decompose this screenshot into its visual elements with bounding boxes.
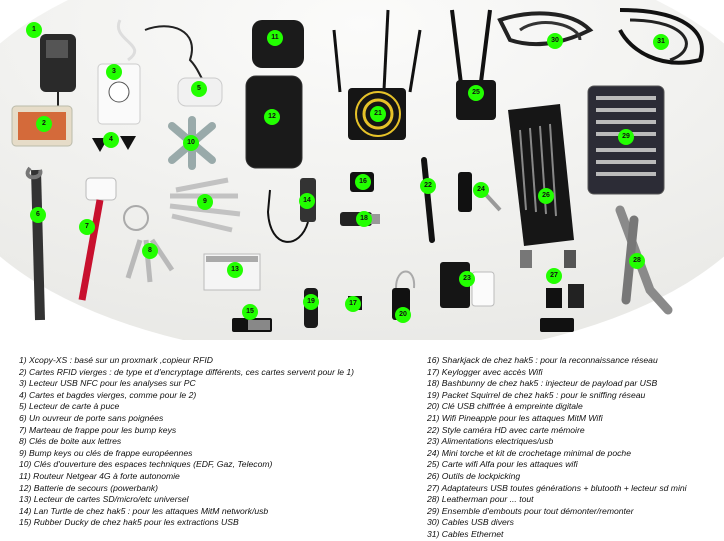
item-marker-5: 5	[191, 81, 207, 97]
legend-item: 14) Lan Turtle de chez hak5 : pour les a…	[19, 505, 269, 516]
item-marker-3: 3	[106, 64, 122, 80]
legend-item: 1) Xcopy-XS : basé sur un proxmark ,copi…	[19, 355, 213, 365]
item-marker-29: 29	[618, 129, 634, 145]
item-marker-9: 9	[197, 194, 213, 210]
legend-item: 16) Sharkjack de chez hak5 : pour la rec…	[427, 355, 658, 365]
legend-item: 8) Clés de boite aux lettres	[19, 436, 122, 447]
item-marker-31: 31	[653, 34, 669, 50]
legend-item: 6) Un ouvreur de porte sans poignées	[19, 412, 164, 423]
legend-item: 29) Ensemble d'embouts pour tout démonte…	[427, 505, 634, 516]
legend-item: 4) Cartes et bagdes vierges, comme pour …	[19, 389, 197, 400]
item-marker-10: 10	[183, 135, 199, 151]
legend-item: 13) Lecteur de cartes SD/micro/etc unive…	[19, 494, 189, 505]
item-marker-17: 17	[345, 296, 361, 312]
item-marker-28: 28	[629, 253, 645, 269]
legend-item: 2) Cartes RFID vierges : de type et d'en…	[19, 366, 355, 377]
item-marker-11: 11	[267, 30, 283, 46]
item-marker-20: 20	[395, 307, 411, 323]
legend-item: 20) Clé USB chiffrée à empreinte digital…	[427, 401, 583, 412]
legend-item: 27) Adaptateurs USB toutes générations +…	[427, 482, 687, 493]
item-marker-22: 22	[420, 178, 436, 194]
legend-item: 3) Lecteur USB NFC pour les analyses sur…	[19, 378, 196, 389]
legend-item: 31) Cables Ethernet	[427, 528, 504, 539]
item-marker-15: 15	[242, 304, 258, 320]
legend-item: 10) Clés d'ouverture des espaces techniq…	[19, 459, 273, 470]
item-marker-26: 26	[538, 188, 554, 204]
legend-item: 22) Style caméra HD avec carte mémoire	[427, 424, 585, 435]
legend-item: 24) Mini torche et kit de crochetage min…	[427, 447, 631, 458]
legend-item: 5) Lecteur de carte à puce	[19, 401, 120, 412]
item-marker-27: 27	[546, 268, 562, 284]
item-marker-23: 23	[459, 271, 475, 287]
item-marker-24: 24	[473, 182, 489, 198]
legend-item: 15) Rubber Ducky de chez hak5 pour les e…	[19, 517, 239, 528]
legend-item: 26) Outils de lockpicking	[427, 470, 521, 481]
item-marker-6: 6	[30, 207, 46, 223]
legend-item: 25) Carte wifi Alfa pour les attaques wi…	[427, 459, 578, 470]
item-marker-21: 21	[370, 106, 386, 122]
item-marker-8: 8	[142, 243, 158, 259]
legend-item: 21) Wifi Pineapple pour les attaques Mit…	[427, 412, 603, 423]
item-marker-18: 18	[356, 211, 372, 227]
legend-item: 18) Bashbunny de chez hak5 : injecteur d…	[427, 378, 658, 389]
item-marker-30: 30	[547, 33, 563, 49]
item-marker-2: 2	[36, 116, 52, 132]
legend-item: 23) Alimentations electriques/usb	[427, 436, 554, 447]
legend-item: 30) Cables USB divers	[427, 517, 514, 528]
item-marker-16: 16	[355, 174, 371, 190]
item-marker-4: 4	[103, 132, 119, 148]
legend-item: 9) Bump keys ou clés de frappe européenn…	[19, 447, 193, 458]
legend-item: 12) Batterie de secours (powerbank)	[19, 482, 159, 493]
legend-item: 7) Marteau de frappe pour les bump keys	[19, 424, 177, 435]
legend-item: 17) Keylogger avec accès Wifi	[427, 366, 543, 377]
equipment-photo	[0, 0, 724, 340]
legend-item: 11) Routeur Netgear 4G à forte autonomie	[19, 470, 180, 481]
legend-left-column: 1) Xcopy-XS : basé sur un proxmark ,copi…	[19, 355, 355, 529]
item-marker-25: 25	[468, 85, 484, 101]
item-marker-19: 19	[303, 294, 319, 310]
legend-item: 28) Leatherman pour ... tout	[427, 494, 534, 505]
item-marker-1: 1	[26, 22, 42, 38]
item-marker-7: 7	[79, 219, 95, 235]
legend-item: 19) Packet Squirrel de chez hak5 : pour …	[427, 389, 646, 400]
item-marker-14: 14	[299, 193, 315, 209]
item-marker-13: 13	[227, 262, 243, 278]
legend-right-column: 16) Sharkjack de chez hak5 : pour la rec…	[427, 355, 722, 541]
item-marker-12: 12	[264, 109, 280, 125]
